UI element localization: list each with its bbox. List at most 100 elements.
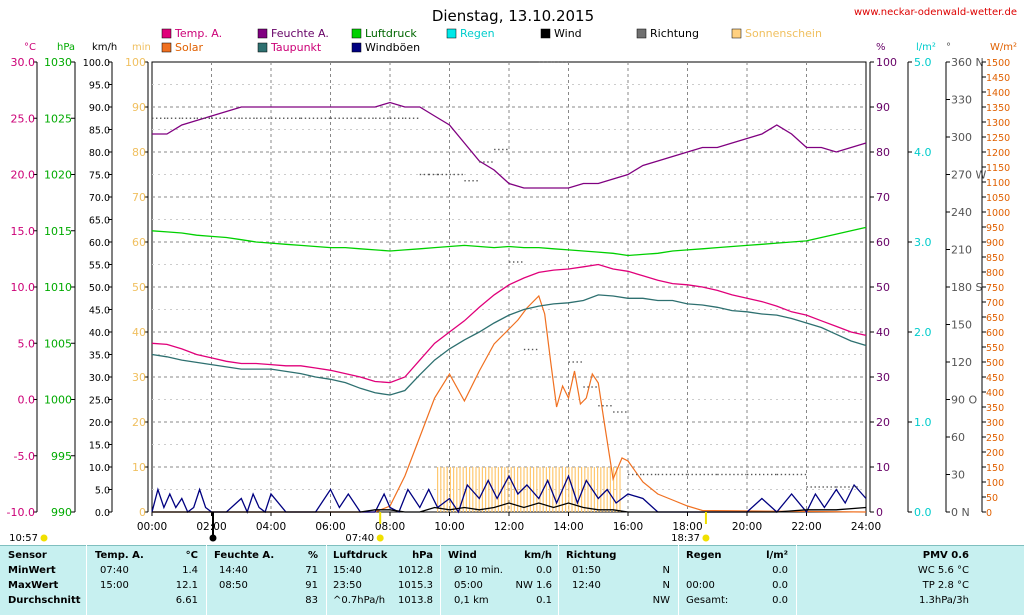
direction-point (152, 117, 154, 119)
direction-point (856, 486, 858, 488)
axis-tick-label-wind_kmh: 95.0 (89, 81, 110, 92)
axis-tick-label-solar_wm2: 0 (986, 508, 992, 519)
direction-point (681, 473, 684, 476)
axis-tick-label-wind_kmh: 25.0 (89, 396, 110, 407)
row-wind-value: 0.0 (536, 565, 552, 576)
direction-point (419, 173, 422, 176)
axis-tick-label-wind_kmh: 60.0 (89, 238, 110, 249)
direction-point (665, 473, 668, 476)
header-dir: Richtung (566, 550, 617, 561)
direction-point (814, 486, 816, 488)
row-hum-value: 91 (305, 580, 318, 591)
direction-point (538, 61, 541, 63)
axis-tick-label-solar_wm2: 350 (986, 403, 1004, 414)
axis-tick-label-pressure_hpa: 1005 (44, 337, 72, 350)
direction-point (253, 117, 255, 119)
direction-point (628, 473, 630, 476)
direction-point (580, 361, 582, 363)
axis-tick-label-wind_kmh: 80.0 (89, 148, 110, 159)
direction-point (299, 117, 301, 119)
axis-unit-direction_deg: ° (946, 42, 951, 53)
x-tick-label: 04:00 (256, 521, 286, 533)
direction-point (517, 261, 519, 263)
direction-point (404, 117, 407, 119)
direction-point (751, 473, 753, 476)
direction-point (650, 473, 653, 476)
row-rain-value: 0.0 (772, 595, 788, 606)
axis-tick-label-wind_kmh: 90.0 (89, 103, 110, 114)
axis-tick-label-wind_kmh: 10.0 (89, 463, 110, 474)
row-temp-value: 12.1 (175, 580, 198, 591)
header-temp: Temp. A. (95, 550, 144, 561)
row-pmv: TP 2.8 °C (922, 580, 969, 591)
row-temp-value: 1.4 (182, 565, 198, 576)
legend-swatch (351, 42, 362, 53)
direction-point (256, 117, 258, 119)
axis-unit-solar_wm2: W/m² (990, 42, 1017, 53)
row-label: Durchschnitt (8, 595, 81, 606)
axis-tick-label-wind_kmh: 55.0 (89, 261, 110, 272)
direction-point (836, 486, 838, 488)
row-dir-value: N (662, 565, 670, 576)
header-pmv: PMV 0.6 (922, 550, 969, 561)
header-press-unit: hPa (412, 550, 433, 561)
direction-point (733, 473, 735, 476)
direction-point (513, 261, 515, 263)
x-tick-label: 22:00 (791, 521, 821, 533)
direction-point (775, 473, 777, 476)
axis-tick-label-temp_c: 0.0 (18, 394, 36, 407)
axis-tick-label-rain_lm2: 4.0 (914, 146, 932, 159)
series-humidity (152, 101, 867, 189)
row-press-time: 23:50 (333, 580, 362, 591)
direction-point (695, 473, 697, 476)
series-pressure (151, 226, 867, 257)
weather-chart: Dienstag, 13.10.2015 www.neckar-odenwald… (7, 7, 1017, 544)
axis-tick-label-temp_c: 15.0 (11, 225, 36, 238)
row-press-time: ^0.7hPa/h (333, 595, 386, 606)
row-press-time: 15:40 (333, 565, 362, 576)
x-tick-label: 02:00 (196, 521, 226, 533)
direction-point (491, 161, 493, 163)
direction-point (576, 361, 578, 363)
row-wind-value: 0.1 (536, 595, 552, 606)
direction-point (441, 173, 443, 176)
row-pmv: WC 5.6 °C (917, 565, 969, 576)
direction-point (673, 473, 676, 476)
direction-point (642, 473, 645, 476)
header-wind-unit: km/h (524, 550, 552, 561)
axis-unit-sunshine_min: min (132, 42, 151, 53)
axis-tick-label-solar_wm2: 950 (986, 223, 1004, 234)
site-link[interactable]: www.neckar-odenwald-wetter.de (854, 7, 1017, 18)
direction-point (196, 117, 199, 119)
axis-tick-label-humidity_pct: 60 (876, 236, 890, 249)
direction-point (804, 473, 807, 476)
direction-point (390, 117, 392, 119)
direction-point (535, 348, 538, 351)
axis-tick-label-temp_c: 20.0 (11, 169, 36, 182)
direction-point (830, 486, 832, 488)
x-tick-label: 12:00 (494, 521, 524, 533)
direction-point (494, 148, 496, 151)
direction-point (166, 117, 169, 119)
axis-tick-label-humidity_pct: 10 (876, 461, 890, 474)
axis-tick-label-solar_wm2: 900 (986, 238, 1004, 249)
direction-point (230, 117, 232, 119)
axis-tick-label-solar_wm2: 700 (986, 298, 1004, 309)
direction-point (542, 61, 545, 63)
direction-point (320, 117, 323, 119)
direction-point (412, 117, 415, 119)
direction-point (387, 117, 389, 119)
direction-point (771, 473, 773, 476)
direction-point (595, 386, 597, 388)
axis-tick-label-pressure_hpa: 1000 (44, 394, 72, 407)
direction-point (725, 473, 727, 476)
axis-tick-label-wind_kmh: 45.0 (89, 306, 110, 317)
direction-point (287, 117, 289, 119)
row-rain-time: 00:00 (686, 580, 715, 591)
direction-point (826, 486, 828, 488)
direction-point (531, 348, 534, 351)
x-tick-label: 14:00 (553, 521, 583, 533)
direction-point (468, 180, 470, 182)
direction-point (181, 117, 184, 119)
x-tick-label: 20:00 (732, 521, 762, 533)
